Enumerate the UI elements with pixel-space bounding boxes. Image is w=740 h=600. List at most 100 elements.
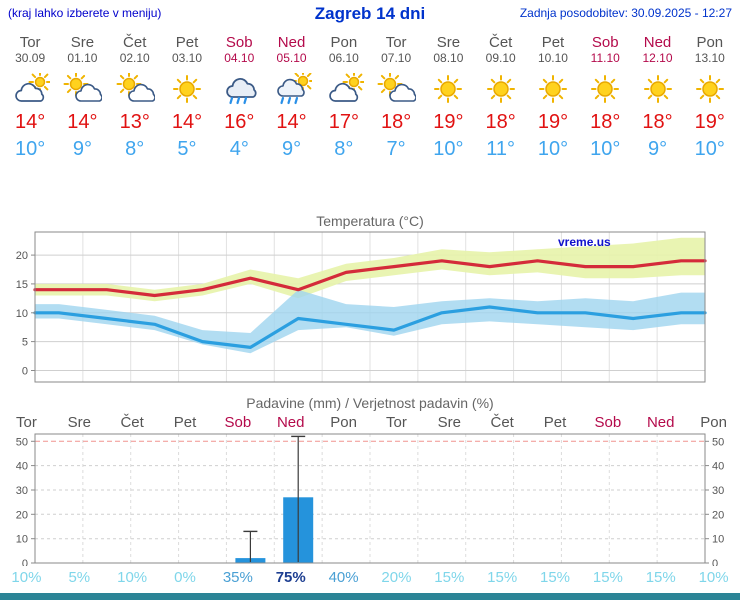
rain-icon	[213, 71, 265, 107]
temp-min: 11°	[486, 138, 516, 160]
day-date: 30.09	[15, 51, 46, 65]
precip-probability: 15%	[487, 568, 518, 586]
day-date: 05.10	[276, 51, 307, 65]
day-name: Tor	[385, 34, 407, 51]
day-column: Tor 30.09 14° 10°	[4, 34, 56, 162]
temp-max: 16°	[224, 111, 255, 133]
precip-day-label: Ned	[646, 413, 675, 431]
day-column: Pon 06.10 17° 8°	[318, 34, 370, 162]
precip-day-label: Pon	[700, 413, 727, 431]
forecast-day-strip: Tor 30.09 14° 10° Sre 01.10 14° 9° Čet 02.10 13° 8°…	[0, 26, 740, 162]
page-header: (kraj lahko izberete v meniju) Zagreb 14…	[0, 0, 740, 26]
precipitation-chart-block: Padavine (mm) / Verjetnost padavin (%) T…	[0, 394, 740, 586]
day-name: Pet	[541, 34, 565, 51]
day-column: Sob 11.10 18° 10°	[579, 34, 631, 162]
precip-day-label: Pet	[543, 413, 567, 431]
temp-max: 18°	[380, 111, 412, 133]
day-name: Tor	[19, 34, 41, 51]
temp-min: 10°	[15, 138, 46, 160]
temp-y-tick-label: 20	[16, 250, 28, 262]
temperature-chart: 0 5 10 15 20 vreme.us	[16, 231, 707, 383]
day-name: Čet	[489, 34, 513, 51]
precip-probability: 20%	[381, 568, 412, 586]
precip-y-tick-label-left: 20	[16, 509, 28, 521]
precip-y-tick-label-right: 10	[712, 534, 724, 546]
day-column: Tor 07.10 18° 7°	[370, 34, 422, 162]
day-column: Pet 10.10 19° 10°	[527, 34, 579, 162]
sunny-icon	[631, 71, 683, 107]
precip-day-label: Sob	[594, 413, 622, 431]
temp-min: 10°	[694, 138, 725, 160]
day-date: 01.10	[67, 51, 98, 65]
day-name: Pet	[175, 34, 199, 51]
temp-max: 19°	[537, 111, 569, 133]
temp-min: 4°	[229, 138, 249, 160]
temp-max: 19°	[433, 111, 464, 133]
day-date: 10.10	[537, 51, 568, 65]
temp-min: 9°	[647, 138, 668, 160]
precip-probability: 15%	[645, 568, 676, 586]
precip-day-label: Pon	[330, 413, 357, 431]
day-column: Čet 02.10 13° 8°	[109, 34, 161, 162]
temp-max: 14°	[67, 111, 98, 133]
sunny-icon	[684, 71, 736, 107]
day-date: 02.10	[119, 51, 150, 65]
precip-day-label: Ned	[276, 413, 305, 431]
day-date: 09.10	[485, 51, 516, 65]
temp-max: 17°	[328, 111, 359, 133]
footer-bar	[0, 593, 740, 600]
precip-y-tick-label-left: 0	[22, 558, 28, 566]
temp-max: 18°	[590, 111, 621, 133]
sunny-icon	[422, 71, 474, 107]
watermark-link[interactable]: vreme.us	[558, 235, 611, 249]
day-name: Pon	[330, 34, 358, 51]
precip-y-tick-label-left: 50	[16, 436, 28, 448]
temp-max: 14°	[171, 111, 203, 133]
precip-day-label: Tor	[386, 413, 407, 431]
temp-y-tick-label: 0	[22, 366, 28, 378]
day-column: Pon 13.10 19° 10°	[684, 34, 736, 162]
sunny-icon	[161, 71, 213, 107]
temp-min: 9°	[72, 138, 92, 160]
precip-probability: 10%	[698, 568, 729, 586]
precip-probability: 5%	[68, 568, 91, 586]
temp-max: 14°	[276, 111, 307, 133]
precip-day-label: Sob	[224, 413, 252, 431]
precip-probability: 10%	[11, 568, 42, 586]
day-column: Ned 05.10 14° 9°	[265, 34, 317, 162]
precip-probability: 35%	[222, 568, 253, 586]
temp-max: 14°	[15, 111, 46, 133]
rain-sun-icon	[265, 71, 317, 107]
precip-day-label-row: Tor Sre Čet Pet Sob Ned Pon Tor Sre Čet Pet Sob Ned P…	[0, 412, 740, 432]
day-column: Sre 08.10 19° 10°	[422, 34, 474, 162]
precip-y-tick-label-left: 30	[16, 485, 28, 497]
precip-day-label: Sre	[67, 413, 91, 431]
day-date: 13.10	[694, 51, 725, 65]
menu-hint-note: (kraj lahko izberete v meniju)	[8, 6, 162, 20]
day-date: 03.10	[171, 51, 202, 65]
day-name: Sob	[225, 34, 253, 51]
temp-min: 8°	[334, 138, 354, 160]
precip-day-label: Čet	[490, 413, 514, 431]
temp-min: 10°	[433, 138, 464, 160]
precip-probability-row: 10% 5% 10% 0% 35% 75% 40% 20% 15% 15% 15% 15% 15% 10%	[0, 568, 740, 586]
sunny-icon	[579, 71, 631, 107]
partly-icon	[370, 71, 422, 107]
day-name: Ned	[643, 34, 672, 51]
page-title: Zagreb 14 dni	[314, 4, 426, 23]
day-column: Pet 03.10 14° 5°	[161, 34, 213, 162]
precip-day-label: Čet	[120, 413, 144, 431]
precip-probability: 40%	[328, 568, 359, 586]
day-date: 07.10	[381, 51, 412, 65]
sunny-icon	[527, 71, 579, 107]
day-column: Sre 01.10 14° 9°	[56, 34, 108, 162]
day-name: Čet	[123, 34, 147, 51]
cloudy-sun-icon	[4, 71, 56, 107]
last-update-label: Zadnja posodobitev: 30.09.2025 - 12:27	[519, 6, 732, 20]
partly-icon	[109, 71, 161, 107]
cloudy-sun-icon	[318, 71, 370, 107]
precip-y-tick-label-left: 40	[16, 461, 28, 473]
precip-day-label: Pet	[173, 413, 197, 431]
temp-min: 9°	[281, 138, 302, 160]
